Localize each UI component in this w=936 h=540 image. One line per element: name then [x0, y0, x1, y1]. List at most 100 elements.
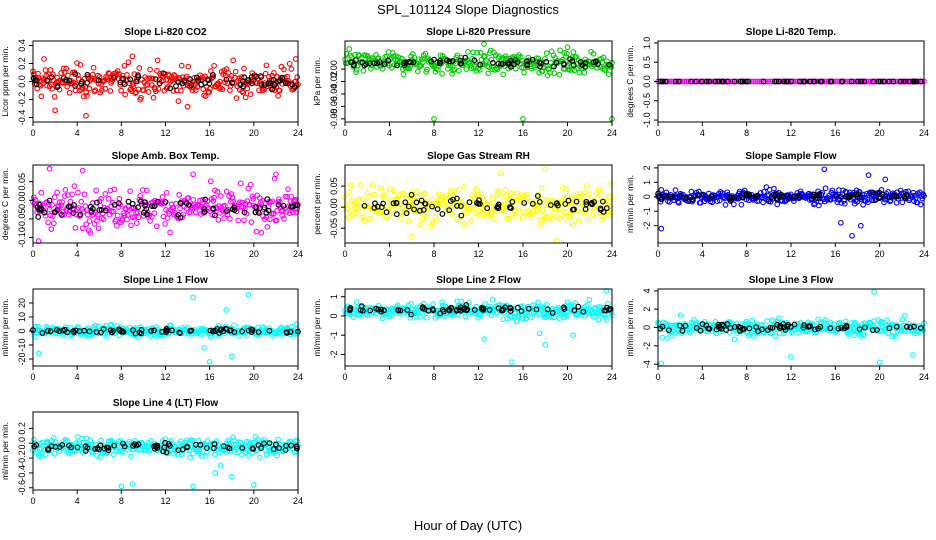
data-point — [187, 437, 194, 444]
reference-point — [237, 81, 244, 88]
reference-point — [838, 324, 845, 331]
data-point — [581, 209, 588, 216]
data-point — [585, 191, 592, 198]
outlier-point — [564, 44, 571, 51]
data-point — [94, 452, 100, 459]
x-tick-label: 4 — [75, 249, 80, 259]
reference-point — [851, 191, 858, 198]
data-point — [227, 215, 233, 222]
reference-point — [248, 326, 255, 333]
y-axis: -20-10 0 10 20 — [17, 298, 33, 366]
data-point — [266, 216, 273, 223]
reference-point — [224, 208, 230, 215]
reference-point — [117, 327, 123, 334]
data-point — [98, 195, 104, 202]
reference-point — [97, 442, 104, 449]
reference-point — [551, 63, 557, 70]
reference-point — [35, 214, 42, 220]
data-point — [364, 52, 371, 59]
reference-point — [743, 190, 750, 197]
data-point — [366, 193, 373, 200]
x-tick-label: 12 — [473, 372, 483, 382]
data-point — [406, 65, 413, 72]
y-tick-label: -0.4 — [17, 465, 27, 481]
data-point — [885, 330, 891, 337]
panel-title: Slope Gas Stream RH — [427, 151, 530, 162]
x-tick-label: 12 — [160, 496, 170, 506]
y-tick-label: 0.00 — [17, 192, 27, 210]
reference-point — [209, 71, 216, 78]
data-point — [475, 191, 481, 198]
data-point — [140, 87, 147, 94]
reference-point — [240, 83, 247, 90]
data-point — [84, 93, 90, 99]
data-point — [110, 208, 117, 215]
data-point — [899, 199, 906, 206]
data-point — [421, 190, 428, 197]
data-point — [188, 84, 195, 91]
x-tick-label: 8 — [744, 249, 749, 259]
data-point — [202, 93, 209, 99]
reference-point — [784, 323, 791, 330]
data-point — [283, 208, 290, 215]
data-point — [419, 200, 425, 206]
chart-panel-1: Slope Li-820 CO2 Licor ppm per min. 0 4 8 12 1… — [0, 27, 303, 138]
x-tick-label: 8 — [744, 372, 749, 382]
x-tick-label: 20 — [249, 249, 259, 259]
figure-title: SPL_101124 Slope Diagnostics — [377, 2, 559, 17]
reference-point — [495, 60, 502, 67]
data-point — [62, 187, 69, 193]
data-point — [49, 86, 55, 92]
reference-point — [348, 59, 355, 66]
reference-point — [666, 327, 672, 334]
reference-point — [443, 57, 450, 64]
data-point — [128, 222, 134, 229]
data-point — [270, 211, 276, 217]
data-point — [77, 62, 84, 68]
data-point — [430, 219, 436, 225]
data-point — [241, 217, 247, 224]
reference-point — [266, 327, 273, 334]
reference-point — [425, 307, 432, 314]
x-tick-label: 12 — [786, 372, 796, 382]
reference-point — [580, 308, 587, 315]
reference-point — [87, 203, 94, 210]
outlier-point — [118, 483, 125, 490]
reference-point — [258, 82, 265, 88]
data-point — [602, 67, 609, 73]
data-point — [353, 299, 360, 305]
reference-point — [606, 62, 612, 68]
data-point — [35, 448, 41, 455]
x-tick-label: 20 — [562, 128, 572, 138]
reference-point — [514, 59, 521, 66]
reference-point — [796, 194, 803, 201]
data-point — [405, 218, 412, 224]
data-point — [490, 199, 496, 206]
data-point — [59, 199, 65, 205]
x-tick-label: 8 — [431, 249, 436, 259]
reference-point — [457, 57, 464, 64]
data-point — [748, 78, 755, 85]
data-point — [519, 315, 526, 322]
data-point — [449, 211, 455, 218]
reference-point — [156, 80, 163, 87]
reference-point — [760, 78, 767, 85]
data-point — [463, 66, 470, 72]
reference-point — [869, 189, 876, 196]
x-tick-label: 4 — [75, 128, 80, 138]
x-tick-label: 12 — [160, 249, 170, 259]
reference-point — [743, 78, 749, 85]
x-tick-label: 16 — [830, 249, 840, 259]
data-point — [154, 57, 161, 64]
data-point — [153, 223, 160, 230]
data-point — [30, 436, 37, 443]
data-point — [236, 199, 243, 206]
outlier-point — [217, 462, 224, 469]
x-tick-label: 16 — [205, 496, 215, 506]
outlier-point — [206, 358, 213, 365]
outlier-point — [190, 171, 196, 178]
reference-point — [177, 199, 184, 206]
x-axis: 0 4 8 12 16 20 24 — [655, 122, 929, 138]
reference-point — [98, 206, 105, 213]
data-point — [754, 78, 761, 85]
